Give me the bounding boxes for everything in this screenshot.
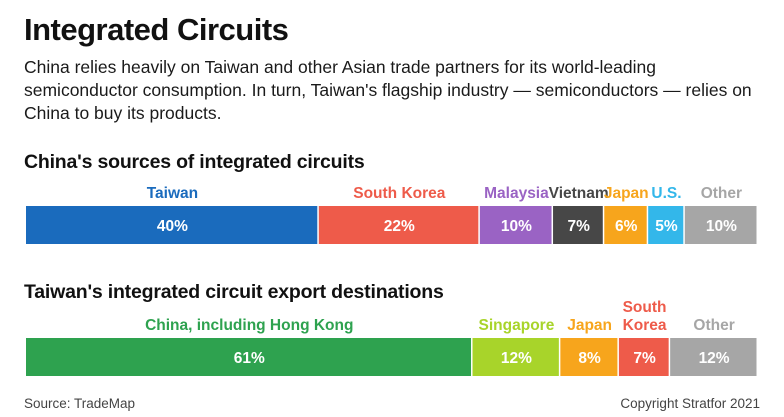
copyright-note: Copyright Stratfor 2021 (620, 396, 760, 411)
bar-value-label: 61% (234, 350, 265, 367)
chart-china-sources-title: China's sources of integrated circuits (24, 151, 365, 173)
source-note: Source: TradeMap (24, 396, 136, 411)
bar-value-label: 6% (615, 218, 638, 235)
page-title: Integrated Circuits (24, 12, 289, 47)
bar-segment (553, 206, 603, 244)
bar-value-label: 10% (706, 218, 737, 235)
bar-segment (670, 338, 757, 376)
bar-category-label: Japan (604, 185, 649, 202)
chart-taiwan-exports-title: Taiwan's integrated circuit export desti… (24, 281, 444, 303)
bar-category-label: Taiwan (147, 185, 198, 202)
bar-category-label: Other (693, 317, 734, 334)
bar-category-label: U.S. (651, 185, 681, 202)
bar-value-label: 12% (501, 350, 532, 367)
bar-category-label: Vietnam (549, 185, 609, 202)
bar-segment (648, 206, 684, 244)
page-subtitle: China relies heavily on Taiwan and other… (24, 57, 752, 123)
bar-category-label: Malaysia (484, 185, 549, 202)
bar-category-label: China, including Hong Kong (145, 317, 353, 334)
bar-value-label: 12% (699, 350, 730, 367)
bar-category-label: Other (701, 185, 742, 202)
bar-value-label: 7% (633, 350, 656, 367)
bar-segment (684, 206, 757, 244)
bar-segment (560, 338, 618, 376)
bar-category-label: South Korea (353, 185, 446, 202)
bar-segment (472, 338, 559, 376)
bar-segment (318, 206, 479, 244)
bar-segment (26, 206, 318, 244)
bar-segment (479, 206, 552, 244)
bar-value-label: 22% (384, 218, 415, 235)
bar-value-label: 7% (567, 218, 590, 235)
bar-value-label: 8% (578, 350, 601, 367)
bar-segment (618, 338, 669, 376)
bar-category-label: Japan (567, 317, 612, 334)
bar-value-label: 10% (501, 218, 532, 235)
bar-category-label: South Korea (623, 299, 667, 334)
bar-value-label: 5% (655, 218, 678, 235)
bar-value-label: 40% (157, 218, 188, 235)
bar-category-label: Singapore (479, 317, 555, 334)
bar-segment (26, 338, 472, 376)
bar-segment (604, 206, 647, 244)
